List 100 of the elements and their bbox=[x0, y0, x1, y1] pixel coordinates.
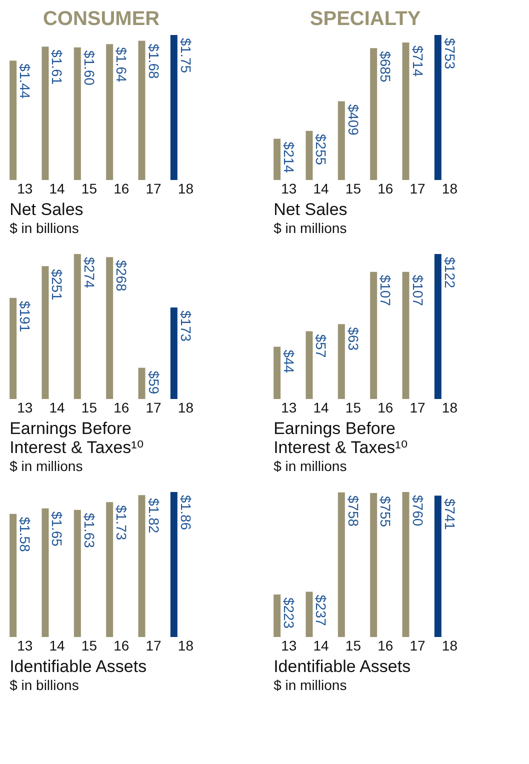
data-label: $1.82 bbox=[146, 498, 162, 534]
text: $ in millions bbox=[10, 458, 83, 474]
text: $ in millions bbox=[274, 458, 347, 474]
data-label: $107 bbox=[378, 274, 394, 306]
data-label: $1.64 bbox=[114, 47, 130, 82]
bar bbox=[306, 592, 313, 637]
bar bbox=[106, 44, 114, 180]
x-tick-label: 17 bbox=[146, 180, 162, 196]
data-label: $1.68 bbox=[146, 44, 162, 80]
bar bbox=[370, 492, 378, 637]
bar bbox=[138, 495, 146, 637]
bar bbox=[106, 257, 114, 399]
x-tick-label: 18 bbox=[178, 400, 194, 416]
data-label: $191 bbox=[17, 300, 34, 332]
data-label: $274 bbox=[81, 257, 98, 288]
bar bbox=[274, 346, 281, 399]
data-label: $1.75 bbox=[178, 38, 194, 74]
data-label: $44 bbox=[281, 350, 298, 374]
bar bbox=[402, 492, 410, 637]
data-label: $251 bbox=[49, 269, 66, 301]
data-label: $1.65 bbox=[49, 511, 66, 547]
bar bbox=[170, 307, 178, 399]
bar bbox=[306, 331, 313, 399]
data-label: $685 bbox=[378, 51, 394, 82]
data-label: $223 bbox=[281, 597, 298, 629]
data-label: $1.61 bbox=[49, 50, 66, 85]
x-tick-label: 13 bbox=[17, 638, 33, 654]
x-tick-label: 16 bbox=[114, 400, 130, 416]
x-tick-label: 18 bbox=[442, 400, 458, 416]
x-tick-label: 14 bbox=[49, 180, 66, 196]
text: CONSUMER bbox=[42, 8, 160, 30]
x-tick-label: 17 bbox=[410, 180, 426, 196]
text: Identifiable Assets bbox=[274, 657, 411, 676]
bar bbox=[434, 35, 442, 180]
x-tick-label: 18 bbox=[178, 638, 194, 654]
bar bbox=[370, 272, 378, 399]
x-tick-label: 18 bbox=[442, 638, 458, 654]
bar bbox=[434, 496, 442, 637]
x-tick-label: 15 bbox=[345, 400, 362, 416]
bar bbox=[74, 254, 81, 399]
data-label: $1.60 bbox=[81, 50, 98, 86]
bar bbox=[402, 42, 410, 180]
text: SPECIALTY bbox=[310, 8, 422, 30]
text: Identifiable Assets bbox=[10, 657, 147, 676]
bar bbox=[42, 508, 49, 637]
data-label: $409 bbox=[345, 104, 362, 136]
x-tick-label: 14 bbox=[49, 638, 66, 654]
bar bbox=[10, 298, 17, 399]
x-tick-label: 16 bbox=[378, 638, 394, 654]
text: $ in billions bbox=[10, 677, 79, 693]
x-tick-label: 13 bbox=[281, 180, 297, 196]
x-tick-label: 17 bbox=[410, 638, 426, 654]
x-tick-label: 13 bbox=[17, 400, 33, 416]
x-tick-label: 17 bbox=[146, 638, 162, 654]
bar bbox=[274, 138, 281, 180]
data-label: $1.44 bbox=[17, 64, 34, 99]
bar bbox=[138, 40, 146, 180]
x-tick-label: 13 bbox=[17, 180, 33, 196]
text: Net Sales bbox=[10, 200, 84, 219]
x-tick-label: 14 bbox=[313, 400, 330, 416]
bar bbox=[434, 254, 442, 399]
bar bbox=[170, 35, 178, 180]
text: Net Sales bbox=[274, 200, 348, 219]
data-label: $1.58 bbox=[17, 516, 34, 552]
bar bbox=[306, 130, 313, 180]
x-tick-label: 14 bbox=[313, 638, 330, 654]
bar bbox=[370, 48, 378, 180]
x-tick-label: 17 bbox=[146, 400, 162, 416]
data-label: $214 bbox=[281, 142, 298, 174]
bar bbox=[74, 47, 81, 180]
bar bbox=[42, 266, 49, 399]
x-tick-label: 18 bbox=[442, 180, 458, 196]
text: $ in billions bbox=[10, 220, 79, 236]
data-label: $1.63 bbox=[81, 512, 98, 548]
x-tick-label: 15 bbox=[81, 180, 98, 196]
data-label: $268 bbox=[114, 260, 130, 292]
x-tick-label: 16 bbox=[378, 400, 394, 416]
data-label: $755 bbox=[378, 496, 394, 528]
data-label: $122 bbox=[442, 257, 458, 288]
data-label: $1.73 bbox=[114, 505, 130, 540]
bar bbox=[338, 492, 345, 637]
bar bbox=[402, 272, 410, 399]
text: Earnings Before Interest & Taxes¹⁰ bbox=[10, 419, 144, 457]
data-label: $59 bbox=[146, 370, 162, 394]
bar bbox=[10, 60, 17, 180]
text: Earnings Before Interest & Taxes¹⁰ bbox=[274, 419, 408, 457]
bar bbox=[74, 510, 81, 637]
data-label: $63 bbox=[345, 327, 362, 351]
x-tick-label: 13 bbox=[281, 638, 297, 654]
data-label: $758 bbox=[345, 495, 362, 527]
text: $ in millions bbox=[274, 677, 347, 693]
x-tick-label: 15 bbox=[345, 638, 362, 654]
text: $ in millions bbox=[274, 220, 347, 236]
bar bbox=[274, 594, 281, 637]
x-tick-label: 15 bbox=[81, 638, 98, 654]
bar bbox=[170, 492, 178, 637]
x-tick-label: 13 bbox=[281, 400, 297, 416]
x-tick-label: 16 bbox=[114, 180, 130, 196]
x-tick-label: 14 bbox=[313, 180, 330, 196]
x-tick-label: 16 bbox=[114, 638, 130, 654]
